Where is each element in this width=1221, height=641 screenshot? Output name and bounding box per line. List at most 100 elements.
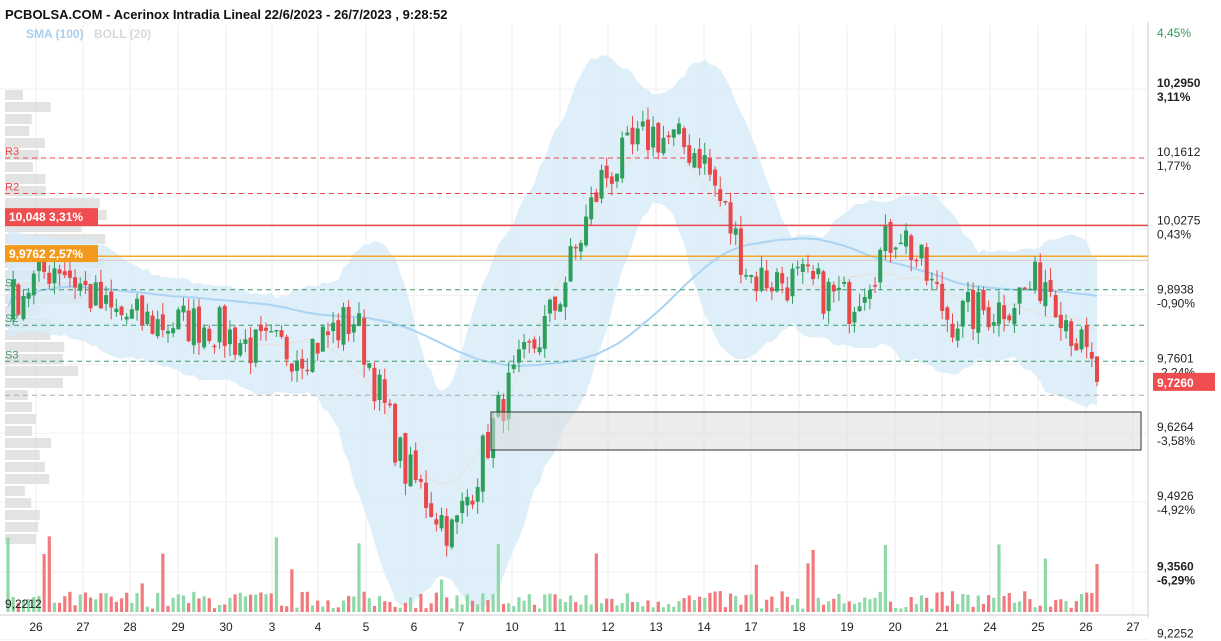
candle-body (1074, 343, 1079, 351)
volume-bar (310, 605, 315, 612)
candle-body (826, 281, 831, 312)
candle-body (165, 331, 170, 334)
volume-bar (584, 595, 588, 612)
candle-body (444, 516, 449, 546)
candle-body (191, 308, 196, 346)
candle-body (645, 119, 650, 150)
price-axis-pct: -3,58% (1157, 434, 1195, 448)
price-axis-pct: -6,29% (1157, 573, 1195, 587)
profile-bar (5, 186, 46, 196)
volume-bar (119, 598, 124, 612)
volume-bar (548, 593, 552, 612)
volume-bar (63, 596, 67, 612)
volume-bar (579, 604, 583, 612)
volume-bar (197, 598, 201, 612)
candle-body (155, 319, 160, 337)
volume-bar (935, 592, 939, 612)
candle-body (57, 269, 62, 274)
candlesticks (11, 107, 1099, 557)
volume-bar (223, 604, 227, 612)
candle-body (950, 323, 955, 338)
profile-bar (5, 426, 32, 436)
candle-body (243, 339, 248, 344)
volume-bar (481, 593, 485, 612)
candle-body (98, 281, 103, 309)
volume-bar (1002, 596, 1006, 612)
volume-bar (687, 595, 691, 612)
profile-bar (5, 222, 82, 232)
volume-bar (341, 600, 346, 612)
volume-bar (398, 607, 402, 612)
volume-bar (677, 601, 681, 612)
volume-bar (408, 597, 413, 612)
candle-body (207, 328, 212, 341)
last-price-tag: 9,7260 (1157, 376, 1194, 390)
level-label-s3: S3 (5, 349, 18, 361)
volume-bar (414, 608, 418, 612)
candle-body (940, 283, 945, 311)
candle-body (485, 431, 490, 459)
volume-bar (821, 604, 826, 612)
candle-body (573, 246, 578, 249)
candle-body (759, 267, 764, 291)
volume-bar (904, 606, 908, 612)
legend-sma: SMA (100) (26, 27, 84, 41)
candle-body (248, 337, 253, 364)
volume-bar (403, 602, 408, 612)
volume-bar (615, 605, 619, 612)
candle-body (1027, 288, 1032, 291)
volume-bar (274, 537, 278, 612)
candle-body (377, 374, 382, 401)
volume-bar (512, 606, 516, 612)
chart-title: PCBOLSA.COM - Acerinox Intradia Lineal 2… (5, 7, 447, 22)
volume-bar (300, 592, 304, 612)
candle-body (558, 304, 563, 312)
volume-bar (140, 583, 144, 612)
candle-body (1002, 305, 1007, 320)
volume-bar (765, 599, 769, 612)
candle-body (398, 437, 403, 461)
candle-body (991, 322, 996, 326)
volume-bar (728, 593, 733, 612)
candle-body (408, 454, 413, 487)
candle-body (620, 137, 625, 179)
volume-bar (1069, 607, 1073, 612)
candle-body (227, 329, 232, 345)
volume-bar (930, 608, 934, 612)
volume-bar (238, 592, 242, 612)
volume-bar (202, 596, 206, 612)
candle-body (346, 306, 351, 334)
volume-bar (553, 594, 557, 612)
candle-body (878, 249, 883, 283)
level-label-r3: R3 (5, 146, 19, 158)
volume-bar (672, 606, 676, 612)
bottom-left-price: 9,2212 (5, 597, 42, 611)
volume-bar (563, 602, 568, 612)
candle-body (429, 503, 434, 517)
volume-bar (47, 536, 51, 612)
volume-bar (496, 544, 500, 612)
volume-bar (630, 601, 635, 612)
volume-bar (703, 597, 707, 612)
volume-bar (331, 608, 335, 612)
volume-bar (476, 604, 480, 612)
candle-body (1033, 261, 1038, 290)
volume-bar (883, 544, 887, 612)
candle-body (728, 202, 733, 234)
candle-body (465, 496, 470, 506)
candle-body (114, 308, 119, 313)
volume-bar (599, 603, 604, 612)
volume-bars (6, 536, 1099, 612)
price-axis-label: 9,2252 (1157, 627, 1194, 641)
volume-bar (837, 593, 841, 612)
volume-bar (269, 593, 273, 612)
candle-body (67, 270, 72, 278)
candle-body (124, 316, 129, 320)
volume-bar (16, 602, 20, 612)
candle-body (584, 216, 589, 246)
candle-body (604, 165, 609, 179)
candle-body (821, 271, 826, 314)
date-label: 26 (1079, 620, 1093, 634)
candle-body (640, 121, 645, 127)
volume-bar (1048, 606, 1053, 612)
